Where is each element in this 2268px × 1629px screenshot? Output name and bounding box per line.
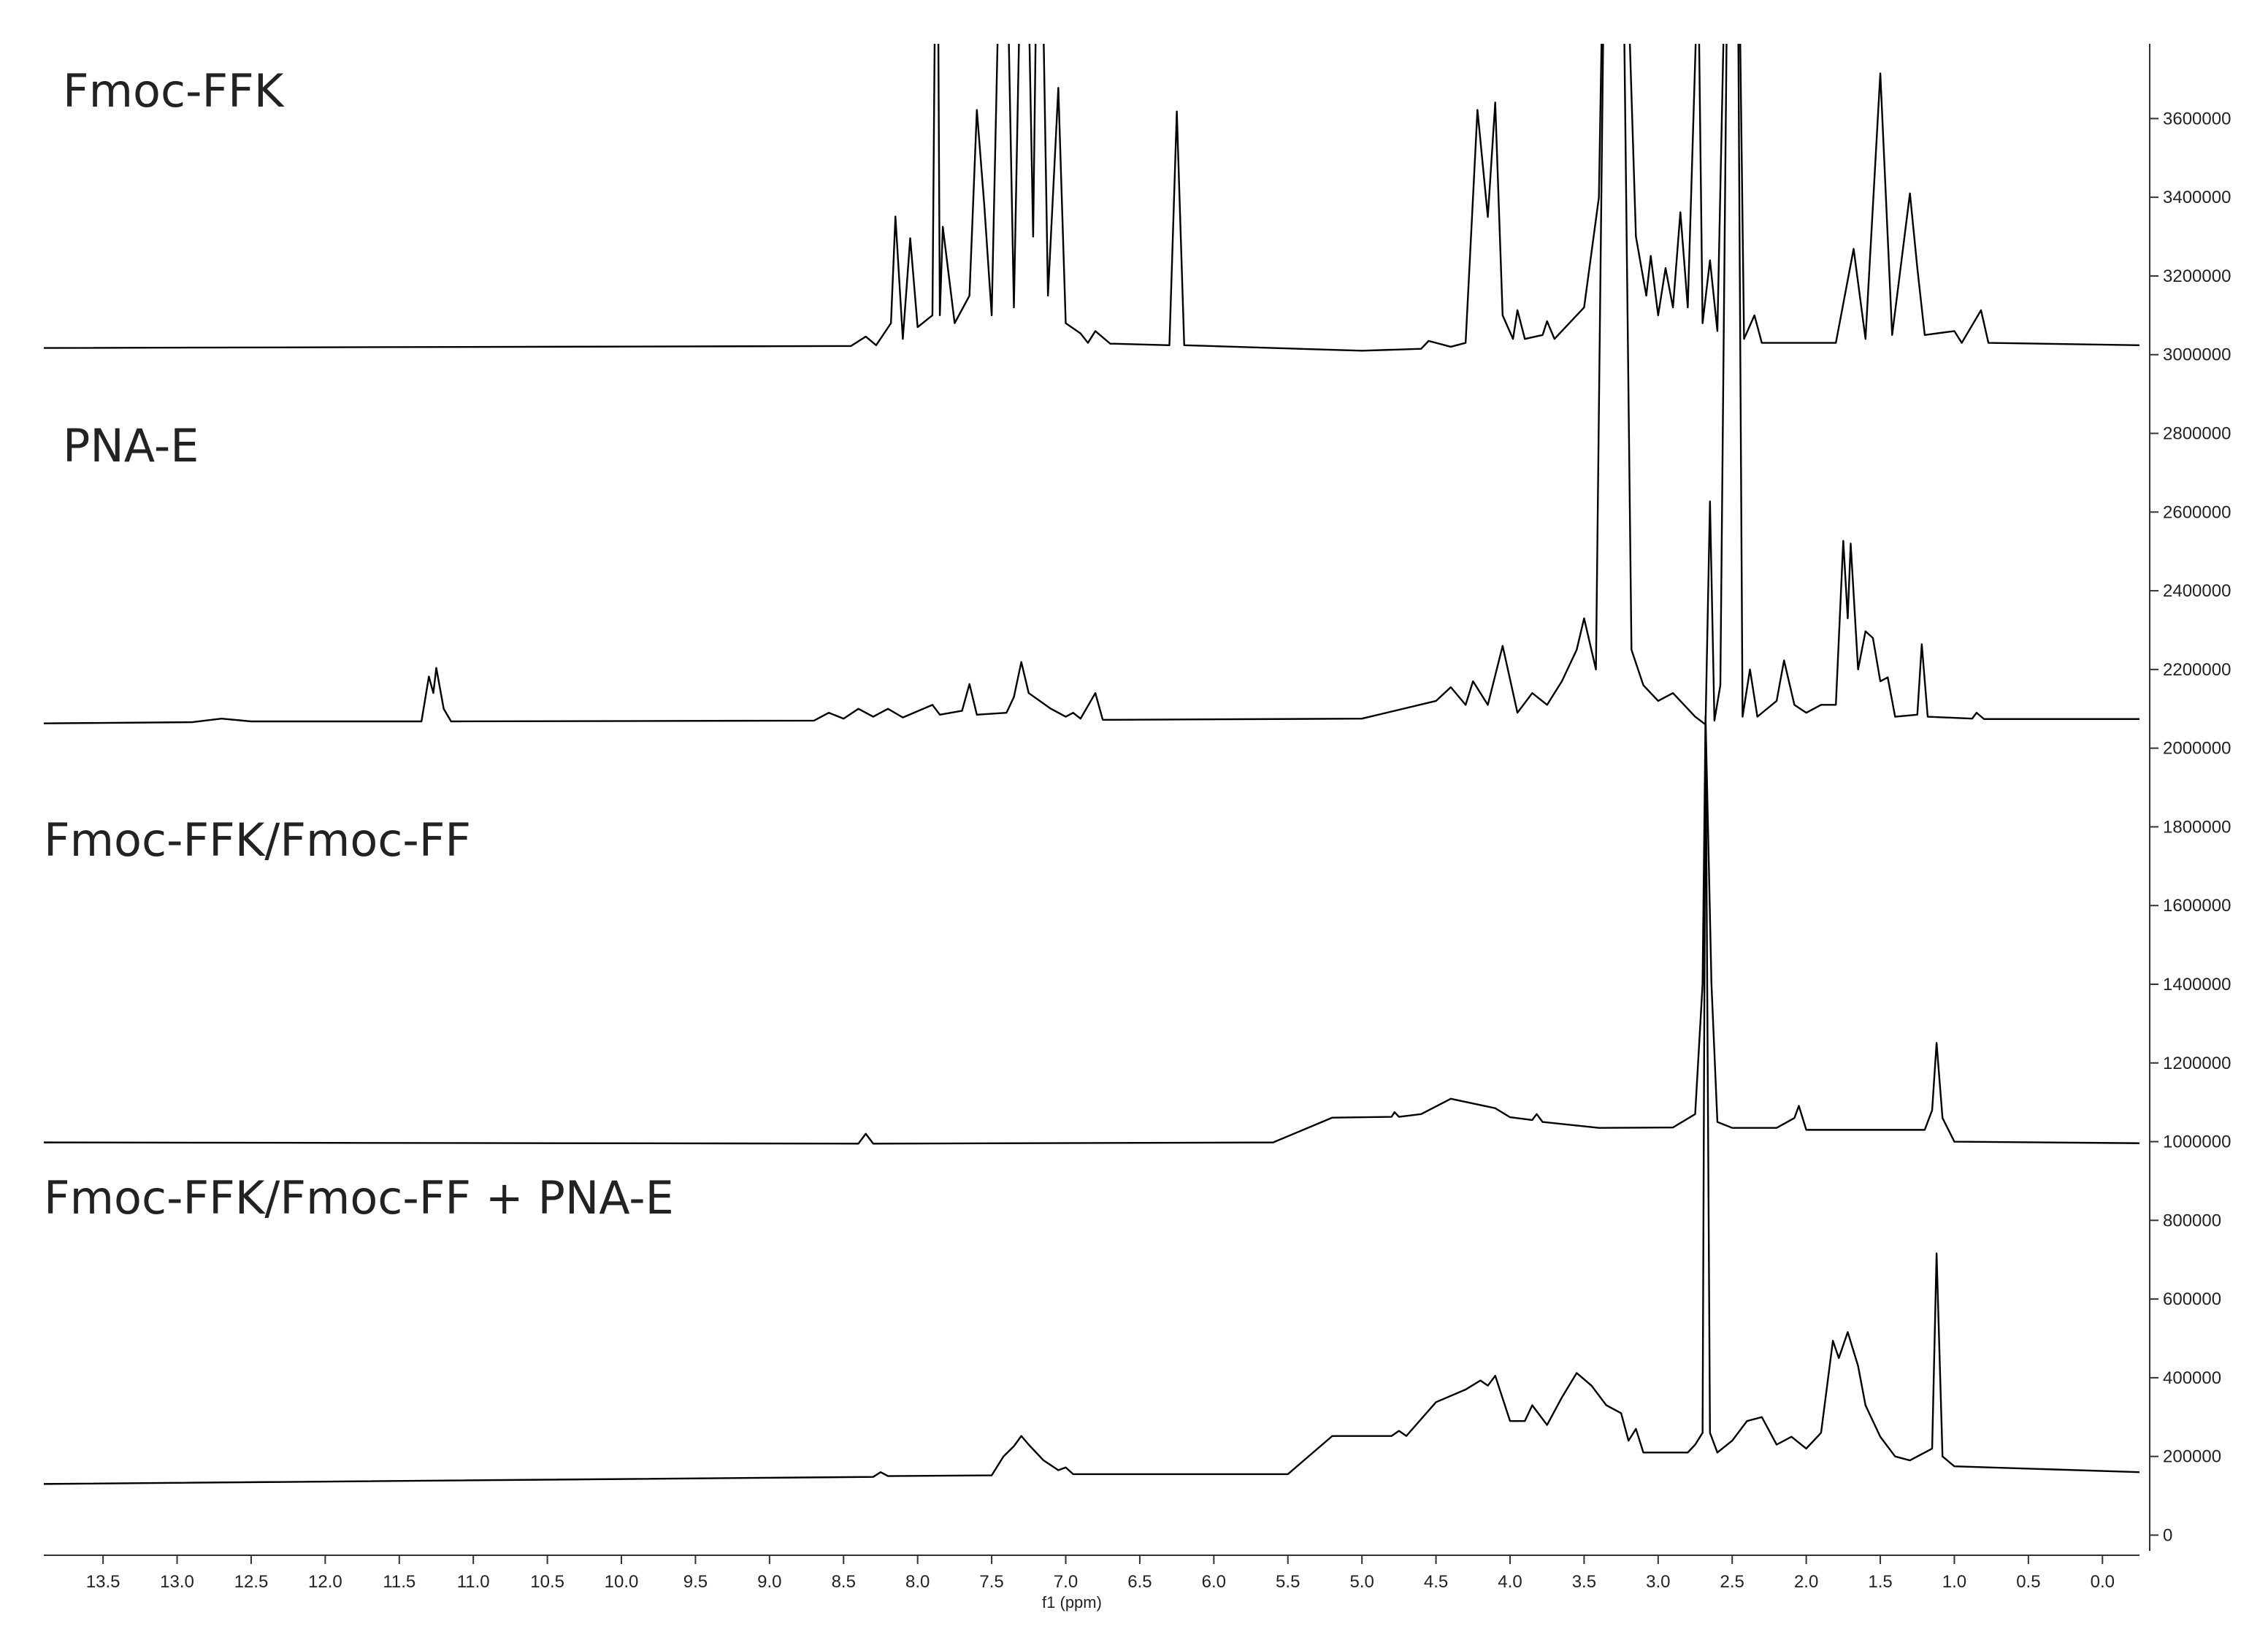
y-tick-label: 800000 [2163, 1211, 2221, 1230]
x-tick-label: 8.5 [832, 1572, 856, 1592]
y-tick-label: 2400000 [2163, 581, 2231, 601]
x-tick-label: 11.5 [383, 1572, 415, 1592]
x-tick-label: 7.0 [1054, 1572, 1078, 1592]
x-tick-label: 13.0 [160, 1572, 194, 1592]
x-tick-label: 1.5 [1868, 1572, 1892, 1592]
y-tick-label: 200000 [2163, 1447, 2221, 1467]
series-label: PNA-E [63, 419, 199, 472]
spectrum-line [43, 715, 2140, 1145]
x-tick-label: 8.0 [905, 1572, 930, 1592]
series-label: Fmoc-FFK/Fmoc-FF + PNA-E [44, 1171, 674, 1224]
x-axis-label: f1 (ppm) [1042, 1593, 1102, 1611]
y-tick-label: 600000 [2163, 1289, 2221, 1309]
y-tick-label: 1200000 [2163, 1054, 2231, 1073]
x-tick-label: 10.5 [530, 1572, 564, 1592]
spectrum-line [43, 715, 2140, 1485]
x-tick-label: 9.5 [683, 1572, 708, 1592]
x-tick-label: 0.5 [2016, 1572, 2040, 1592]
y-tick-label: 2200000 [2163, 660, 2231, 680]
x-tick-label: 2.5 [1720, 1572, 1744, 1592]
y-tick-label: 2000000 [2163, 739, 2231, 759]
spectrum-line [43, 44, 2140, 352]
x-tick-label: 12.5 [234, 1572, 269, 1592]
y-tick-label: 1400000 [2163, 975, 2231, 994]
x-tick-label: 6.0 [1202, 1572, 1226, 1592]
x-tick-label: 3.0 [1646, 1572, 1670, 1592]
series-label: Fmoc-FFK/Fmoc-FF [44, 813, 471, 867]
x-tick-label: 10.0 [605, 1572, 639, 1592]
y-tick-label: 1800000 [2163, 817, 2231, 837]
x-tick-label: 7.5 [979, 1572, 1003, 1592]
x-tick-label: 4.0 [1498, 1572, 1522, 1592]
y-tick-label: 2800000 [2163, 424, 2231, 444]
x-tick-label: 1.0 [1942, 1572, 1966, 1592]
y-tick-label: 0 [2163, 1525, 2172, 1545]
x-tick-label: 6.5 [1127, 1572, 1152, 1592]
plot-area [43, 44, 2140, 1485]
y-tick-label: 1600000 [2163, 896, 2231, 916]
y-tick-label: 2600000 [2163, 502, 2231, 522]
y-tick-label: 1000000 [2163, 1132, 2231, 1152]
x-tick-label: 9.0 [757, 1572, 781, 1592]
y-tick-label: 3200000 [2163, 267, 2231, 286]
x-tick-label: 3.5 [1572, 1572, 1596, 1592]
x-tick-label: 0.0 [2091, 1572, 2115, 1592]
x-tick-label: 2.0 [1794, 1572, 1818, 1592]
x-tick-label: 5.0 [1349, 1572, 1374, 1592]
x-tick-label: 11.0 [457, 1572, 490, 1592]
y-tick-label: 3000000 [2163, 345, 2231, 365]
x-tick-label: 12.0 [308, 1572, 342, 1592]
y-tick-label: 3400000 [2163, 188, 2231, 207]
spectrum-line [43, 44, 2139, 726]
x-tick-label: 4.5 [1424, 1572, 1448, 1592]
x-tick-label: 5.5 [1276, 1572, 1300, 1592]
y-tick-label: 3600000 [2163, 109, 2231, 129]
series-label: Fmoc-FFK [63, 64, 285, 118]
x-tick-label: 13.5 [86, 1572, 120, 1592]
y-tick-label: 400000 [2163, 1368, 2221, 1388]
